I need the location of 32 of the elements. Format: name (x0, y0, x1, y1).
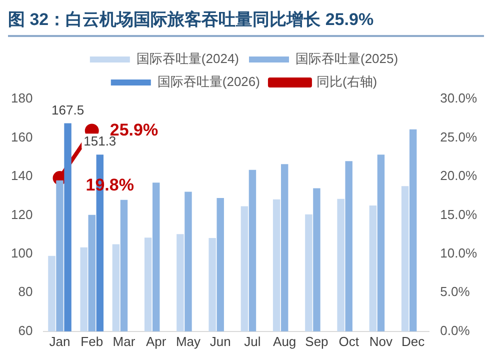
y-tick-label: 180 (10, 90, 33, 106)
y2-tick-label: 10.0% (440, 246, 478, 261)
x-tick-label: Feb (80, 334, 104, 349)
y2-tick-label: 15.0% (440, 206, 478, 222)
chart-title: 图 32：白云机场国际旅客吞吐量同比增长 25.9% (8, 8, 484, 37)
y-tick-label: 60 (18, 322, 33, 338)
data-label: 167.5 (52, 102, 84, 118)
y2-tick-label: 30.0% (440, 90, 478, 106)
x-tick-label: Aug (273, 334, 296, 349)
y-tick-label: 80 (18, 284, 33, 300)
y2-tick-label: 0.0% (440, 322, 470, 338)
legend-label: 国际吞吐量(2024) (136, 51, 239, 66)
x-tick-label: May (176, 334, 202, 349)
legend-label: 同比(右轴) (316, 74, 378, 90)
x-tick-label: Dec (402, 334, 426, 349)
y-tick-label: 120 (10, 206, 33, 222)
y2-tick-label: 25.0% (440, 129, 478, 144)
y-tick-label: 100 (10, 246, 33, 261)
x-tick-label: Jul (244, 334, 261, 349)
y-tick-label: 140 (10, 168, 33, 184)
y2-tick-label: 5.0% (440, 284, 470, 300)
x-tick-label: Jun (210, 334, 231, 349)
x-tick-label: Nov (369, 334, 394, 349)
x-tick-label: Apr (146, 334, 167, 349)
x-tick-label: Sep (305, 334, 328, 349)
legend-label: 国际吞吐量(2026) (157, 74, 260, 90)
legend-label: 国际吞吐量(2025) (296, 51, 398, 66)
x-tick-label: Oct (338, 334, 360, 349)
x-tick-label: Mar (112, 334, 136, 349)
y2-tick-label: 20.0% (440, 168, 478, 184)
y-tick-label: 160 (10, 129, 33, 144)
x-tick-label: Jan (49, 334, 70, 349)
